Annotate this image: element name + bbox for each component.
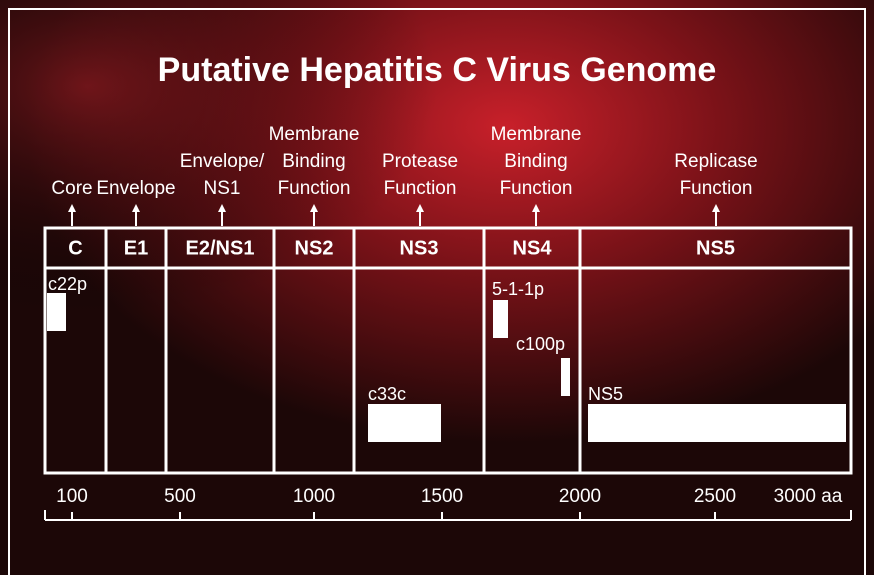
scale-label: 3000 aa <box>774 486 843 507</box>
segment-label: NS5 <box>696 237 735 259</box>
antigen-region <box>561 358 570 396</box>
scale-label: 2000 <box>559 486 601 507</box>
function-label: Envelope <box>96 178 175 199</box>
function-label: Binding <box>282 151 345 172</box>
antigen-label: c33c <box>368 384 406 404</box>
function-label: Replicase <box>674 151 757 172</box>
function-label: Protease <box>382 151 458 172</box>
segment-label: NS4 <box>513 237 553 259</box>
function-label: Membrane <box>269 124 360 145</box>
segment-label: NS3 <box>400 237 439 259</box>
scale-label: 1500 <box>421 486 463 507</box>
antigen-label: c22p <box>48 274 87 294</box>
title: Putative Hepatitis C Virus Genome <box>158 51 717 89</box>
function-label: Core <box>51 178 92 199</box>
segment-label: C <box>68 237 82 259</box>
segment-label: E2/NS1 <box>186 237 255 259</box>
function-label: Function <box>278 178 351 199</box>
scale-label: 500 <box>164 486 196 507</box>
antigen-label: NS5 <box>588 384 623 404</box>
diagram: Putative Hepatitis C Virus Genome C E1 E2/… <box>0 0 874 575</box>
function-label: Membrane <box>491 124 582 145</box>
scale-label: 1000 <box>293 486 335 507</box>
function-label: Binding <box>504 151 567 172</box>
function-label: Function <box>500 178 573 199</box>
segment-label: E1 <box>124 237 148 259</box>
function-label: Function <box>680 178 753 199</box>
antigen-region <box>47 293 66 331</box>
antigen-region <box>368 404 441 442</box>
antigen-label: c100p <box>516 334 565 354</box>
function-label: Envelope/ <box>180 151 265 172</box>
scale-label: 100 <box>56 486 88 507</box>
segment-label: NS2 <box>295 237 334 259</box>
antigen-label: 5-1-1p <box>492 279 544 299</box>
function-label: NS1 <box>204 178 241 199</box>
antigen-region <box>588 404 846 442</box>
function-label: Function <box>384 178 457 199</box>
scale-label: 2500 <box>694 486 736 507</box>
antigen-region <box>493 300 508 338</box>
